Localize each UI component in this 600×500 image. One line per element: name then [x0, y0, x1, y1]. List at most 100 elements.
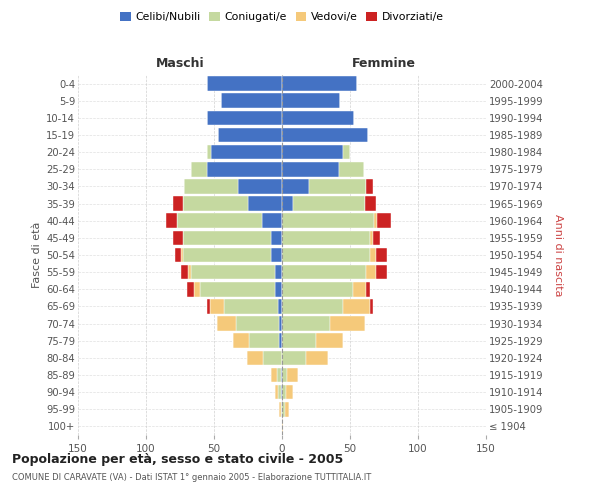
Bar [377, 214, 391, 228]
Bar [187, 282, 194, 296]
Bar [282, 162, 339, 176]
Bar [279, 334, 282, 348]
Bar [250, 334, 279, 348]
Legend: Celibi/Nubili, Coniugati/e, Vedovi/e, Divorziati/e: Celibi/Nubili, Coniugati/e, Vedovi/e, Di… [116, 8, 448, 27]
Bar [275, 282, 282, 296]
Bar [282, 128, 368, 142]
Bar [281, 368, 282, 382]
Bar [207, 76, 282, 91]
Bar [367, 179, 373, 194]
Bar [282, 94, 340, 108]
Bar [181, 265, 188, 280]
Text: Popolazione per età, sesso e stato civile - 2005: Popolazione per età, sesso e stato civil… [12, 452, 343, 466]
Bar [200, 282, 275, 296]
Bar [183, 196, 248, 211]
Bar [224, 299, 278, 314]
Bar [353, 282, 367, 296]
Bar [271, 230, 282, 245]
Bar [376, 265, 387, 280]
Bar [263, 350, 282, 365]
Bar [188, 265, 191, 280]
Bar [287, 368, 298, 382]
Bar [211, 145, 282, 160]
Bar [367, 282, 370, 296]
Text: COMUNE DI CARAVATE (VA) - Dati ISTAT 1° gennaio 2005 - Elaborazione TUTTITALIA.I: COMUNE DI CARAVATE (VA) - Dati ISTAT 1° … [12, 472, 371, 482]
Bar [166, 214, 177, 228]
Bar [275, 385, 278, 400]
Bar [282, 76, 357, 91]
Bar [370, 230, 373, 245]
Bar [173, 230, 183, 245]
Bar [282, 110, 354, 125]
Bar [282, 299, 343, 314]
Bar [376, 248, 387, 262]
Bar [286, 385, 293, 400]
Y-axis label: Anni di nascita: Anni di nascita [553, 214, 563, 296]
Bar [236, 316, 279, 331]
Bar [233, 334, 250, 348]
Bar [293, 196, 365, 211]
Bar [181, 248, 183, 262]
Bar [194, 282, 200, 296]
Bar [282, 385, 286, 400]
Bar [184, 179, 238, 194]
Bar [282, 196, 293, 211]
Bar [367, 265, 376, 280]
Bar [282, 179, 309, 194]
Bar [282, 402, 285, 416]
Bar [339, 162, 364, 176]
Bar [218, 128, 282, 142]
Bar [191, 162, 207, 176]
Bar [277, 368, 281, 382]
Bar [271, 368, 277, 382]
Bar [177, 214, 262, 228]
Bar [343, 299, 370, 314]
Bar [282, 145, 343, 160]
Bar [282, 350, 307, 365]
Bar [282, 419, 283, 434]
Bar [262, 214, 282, 228]
Bar [370, 248, 376, 262]
Y-axis label: Fasce di età: Fasce di età [32, 222, 42, 288]
Bar [316, 334, 343, 348]
Bar [207, 110, 282, 125]
Bar [207, 145, 211, 160]
Bar [207, 162, 282, 176]
Bar [183, 230, 271, 245]
Bar [281, 402, 282, 416]
Text: Maschi: Maschi [155, 57, 205, 70]
Bar [217, 316, 236, 331]
Bar [221, 94, 282, 108]
Bar [282, 214, 374, 228]
Bar [307, 350, 328, 365]
Bar [282, 230, 370, 245]
Text: Femmine: Femmine [352, 57, 416, 70]
Bar [370, 299, 373, 314]
Bar [365, 196, 376, 211]
Bar [210, 299, 224, 314]
Bar [374, 214, 377, 228]
Bar [282, 334, 316, 348]
Bar [329, 316, 365, 331]
Bar [282, 282, 353, 296]
Bar [282, 316, 329, 331]
Bar [309, 179, 367, 194]
Bar [183, 248, 271, 262]
Bar [191, 265, 275, 280]
Bar [247, 350, 263, 365]
Bar [173, 196, 183, 211]
Bar [373, 230, 380, 245]
Bar [271, 248, 282, 262]
Bar [248, 196, 282, 211]
Bar [278, 299, 282, 314]
Bar [279, 402, 281, 416]
Bar [281, 385, 282, 400]
Bar [175, 248, 181, 262]
Bar [278, 385, 281, 400]
Bar [282, 248, 370, 262]
Bar [207, 299, 210, 314]
Bar [282, 368, 287, 382]
Bar [282, 265, 367, 280]
Bar [275, 265, 282, 280]
Bar [279, 316, 282, 331]
